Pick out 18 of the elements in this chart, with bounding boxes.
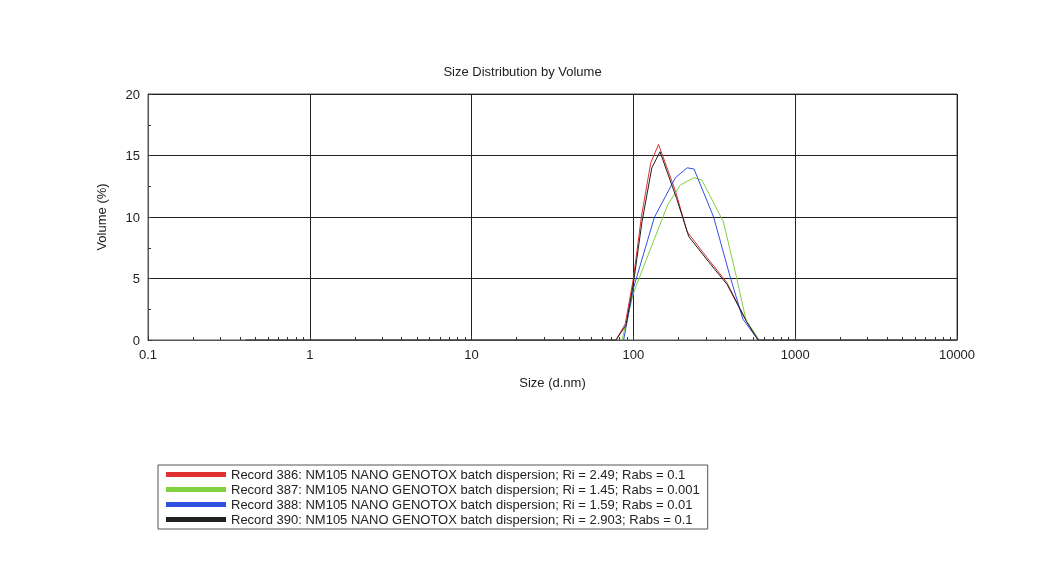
y-tick-label: 5 [132, 271, 140, 286]
x-tick-label: 1000 [780, 347, 810, 362]
x-tick-label: 0.1 [138, 347, 158, 362]
legend-label: Record 387: NM105 NANO GENOTOX batch dispersion; Ri = 1.45; Rabs = 0.001 [231, 482, 700, 497]
legend-label: Record 390: NM105 NANO GENOTOX batch dispersion; Ri = 2.903; Rabs = 0.1 [231, 512, 693, 527]
x-axis-title: Size (d.nm) [519, 375, 586, 390]
y-tick-label: 10 [125, 209, 140, 225]
x-tick-label: 1 [306, 347, 314, 362]
y-tick-label: 15 [125, 148, 140, 163]
legend-label: Record 386: NM105 NANO GENOTOX batch dispersion; Ri = 2.49; Rabs = 0.1 [231, 467, 686, 482]
x-tick-label: 10 [464, 347, 479, 362]
x-tick-label: 10000 [938, 347, 976, 362]
x-tick-label: 100 [622, 347, 645, 362]
y-tick-label: 20 [125, 86, 140, 102]
legend-label: Record 388: NM105 NANO GENOTOX batch dispersion; Ri = 1.59; Rabs = 0.01 [231, 497, 693, 512]
y-axis-title: Volume (%) [94, 183, 109, 251]
chart-title: Size Distribution by Volume [443, 64, 602, 79]
y-tick-label: 0 [132, 332, 140, 348]
